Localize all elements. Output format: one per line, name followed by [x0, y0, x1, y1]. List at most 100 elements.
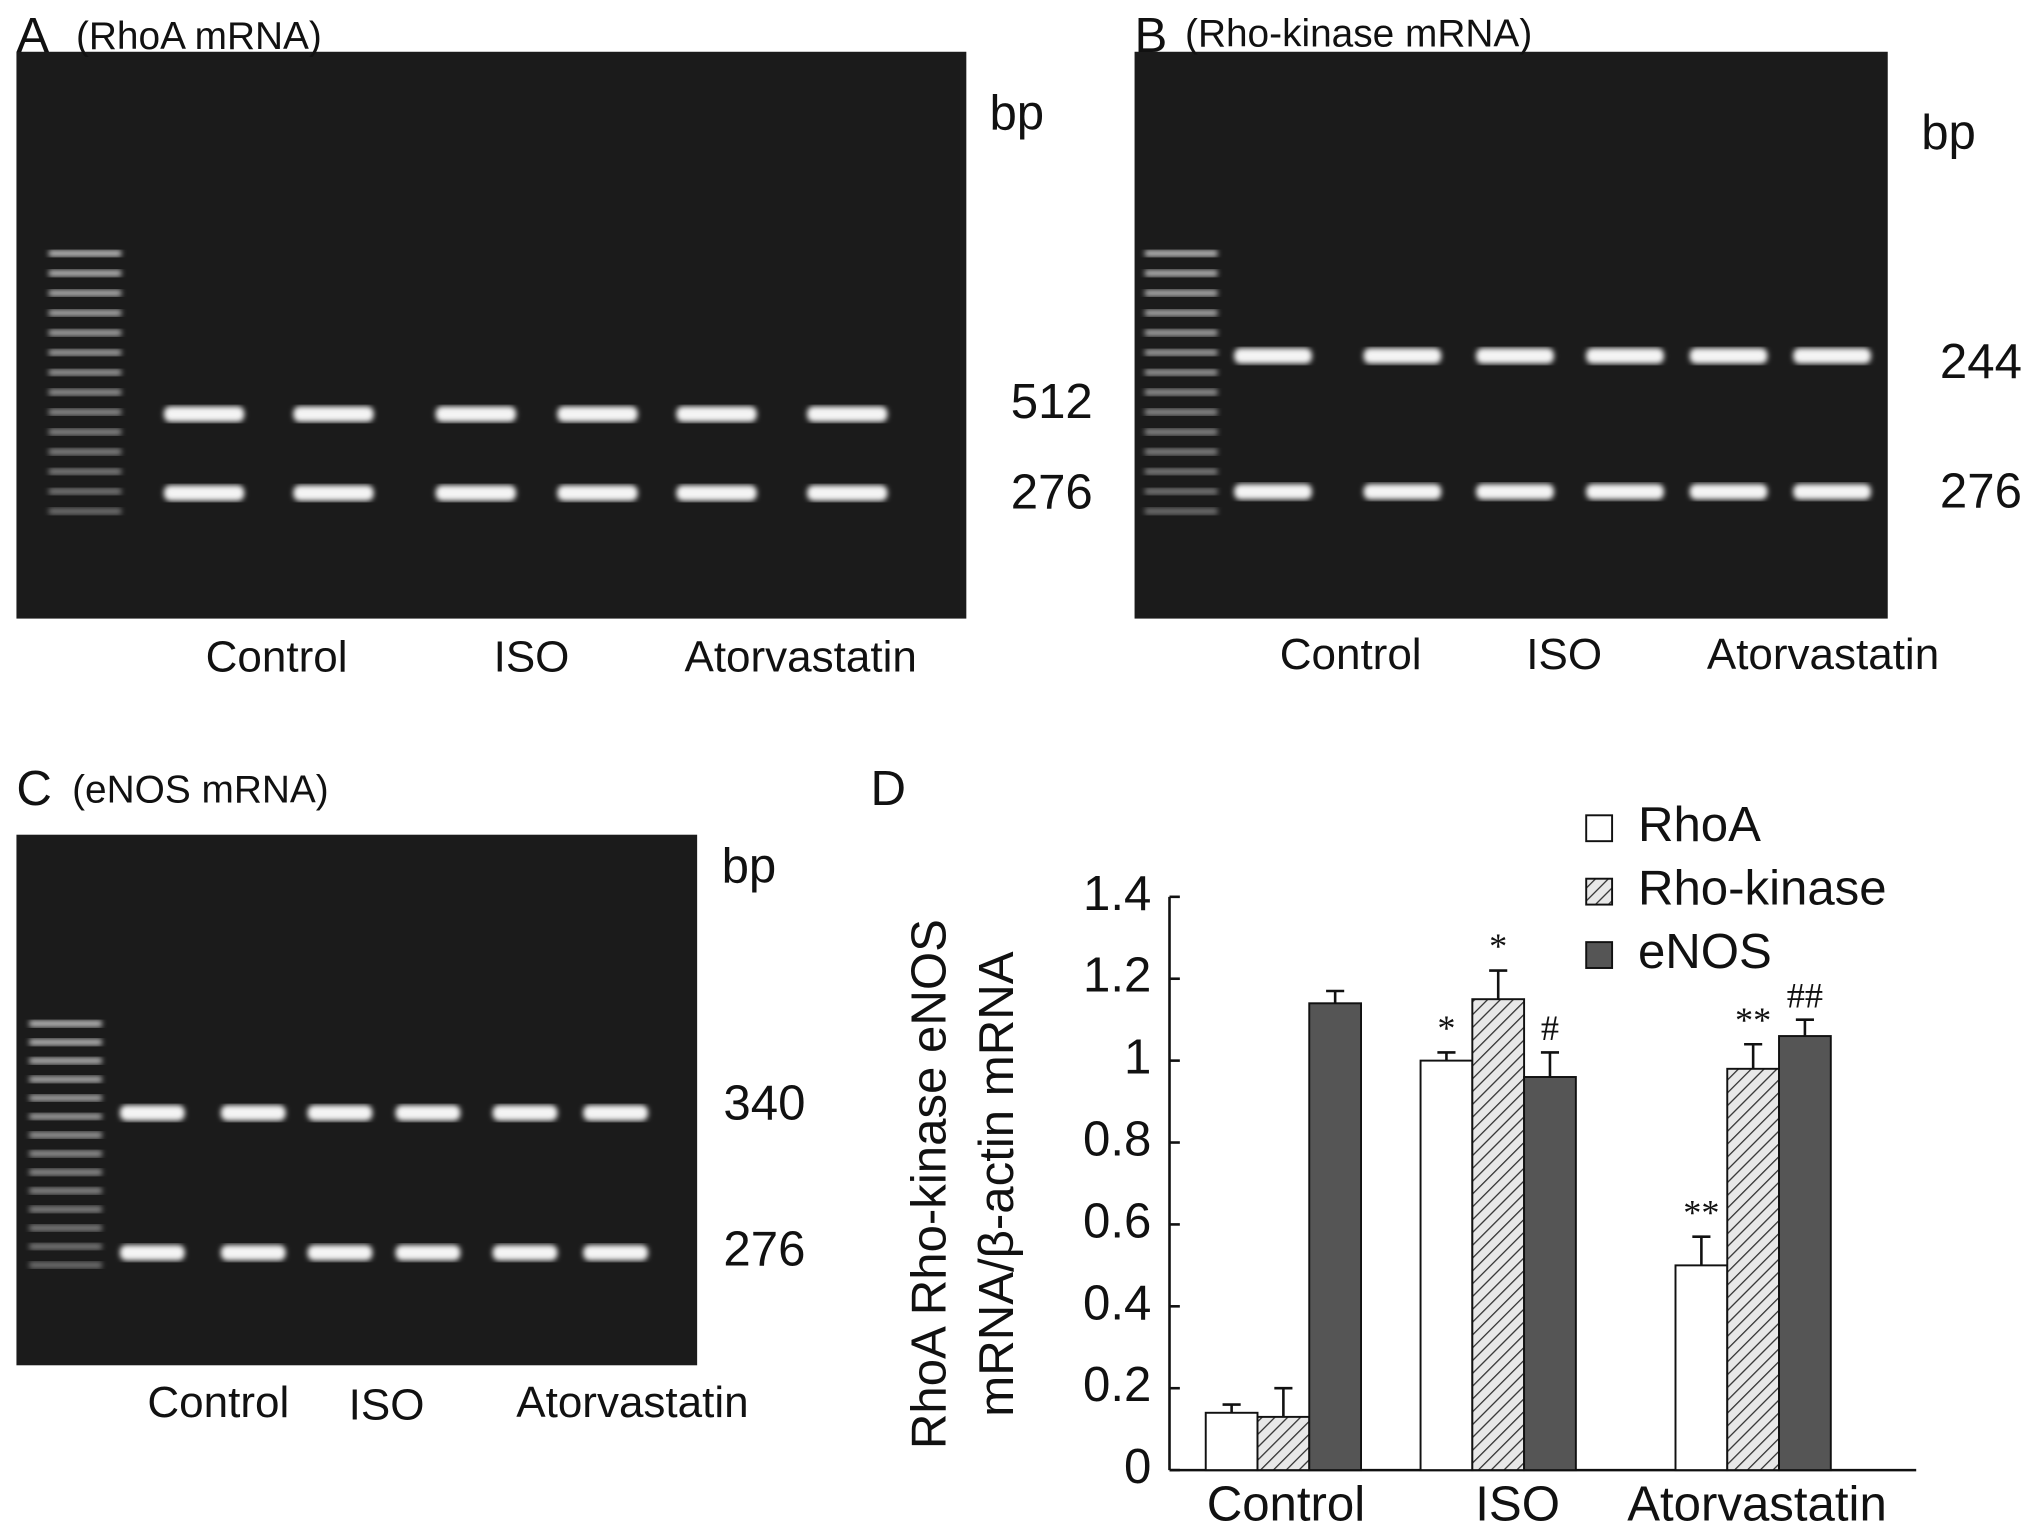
bar — [1256, 1415, 1311, 1472]
y-tick-label: 0.2 — [1083, 1357, 1151, 1412]
gel-band — [492, 1105, 558, 1121]
bar — [1523, 1076, 1577, 1472]
gel-band — [1476, 484, 1554, 500]
ladder-band — [48, 349, 122, 356]
gel-image — [16, 834, 698, 1366]
legend-swatch — [1585, 814, 1614, 843]
marker-label: 276 — [723, 1222, 805, 1277]
bp-unit: bp — [989, 85, 1044, 140]
gel-band — [1363, 348, 1442, 364]
gel-band — [293, 485, 374, 501]
gel-band — [1793, 484, 1871, 500]
marker-label: 244 — [1940, 334, 2022, 389]
gel-band — [1476, 348, 1554, 364]
significance-label: ** — [1683, 1192, 1719, 1232]
bar — [1204, 1411, 1259, 1472]
bp-unit: bp — [722, 839, 777, 894]
panel-title: (eNOS mRNA) — [72, 768, 329, 811]
gel-band — [163, 406, 245, 422]
gel-band — [119, 1105, 185, 1121]
ladder-band — [29, 1094, 102, 1102]
ladder-band — [1144, 289, 1218, 297]
ladder-band — [1144, 250, 1218, 257]
ladder-band — [29, 1206, 102, 1213]
lane-label: Atorvastatin — [1707, 630, 1939, 679]
gel-band — [307, 1244, 373, 1261]
ladder-band — [29, 1150, 102, 1157]
ladder-band — [29, 1057, 102, 1065]
ladder-band — [29, 1020, 102, 1027]
y-tick-label: 0.6 — [1083, 1193, 1151, 1248]
gel-band — [395, 1105, 461, 1121]
gel-band — [583, 1244, 648, 1261]
ladder-band — [48, 428, 122, 436]
gel-band — [807, 406, 888, 422]
ladder-band — [29, 1187, 102, 1195]
marker-label: 512 — [1011, 374, 1093, 429]
gel-band — [220, 1244, 286, 1261]
gel-band — [1586, 348, 1664, 364]
y-axis-title-line: RhoA Rho-kinase eNOS — [902, 919, 957, 1449]
marker-label: 340 — [723, 1075, 805, 1130]
ladder-band — [1144, 448, 1218, 456]
significance-label: ## — [1787, 975, 1823, 1015]
lane-label: Control — [1280, 630, 1422, 679]
y-tick-label: 0.8 — [1083, 1112, 1151, 1167]
marker-label: 276 — [1011, 465, 1093, 520]
ladder-band — [48, 389, 122, 396]
legend-swatch — [1585, 877, 1614, 906]
gel-band — [1689, 348, 1768, 364]
ladder-band — [1144, 349, 1218, 356]
ladder-band — [29, 1261, 102, 1269]
bp-unit: bp — [1921, 105, 1976, 160]
x-tick-label: ISO — [1475, 1477, 1560, 1532]
ladder-band — [29, 1243, 102, 1250]
ladder-band — [1144, 389, 1218, 396]
ladder-band — [48, 408, 122, 416]
gel-band — [307, 1105, 373, 1121]
significance-label: # — [1541, 1008, 1559, 1048]
gel-band — [119, 1244, 185, 1261]
gel-band — [1586, 484, 1664, 500]
ladder-band — [1144, 428, 1218, 436]
marker-label: 276 — [1940, 463, 2022, 518]
panel-letter: D — [871, 761, 907, 816]
lane-label: ISO — [349, 1381, 425, 1430]
y-axis-title: RhoA Rho-kinase eNOS mRNA/β-actin mRNA — [902, 919, 1024, 1449]
lane-label: Atorvastatin — [685, 633, 917, 682]
ladder-band — [29, 1224, 102, 1232]
ladder-band — [1144, 269, 1218, 277]
gel-band — [557, 485, 638, 501]
legend-label: eNOS — [1638, 924, 1772, 979]
legend-label: RhoA — [1638, 797, 1761, 852]
ladder-band — [48, 468, 122, 475]
ladder-band — [48, 369, 122, 376]
ladder-band — [1144, 329, 1218, 336]
ladder-band — [1144, 369, 1218, 376]
gel-band — [583, 1105, 648, 1121]
ladder-band — [29, 1113, 102, 1120]
lane-label: Atorvastatin — [516, 1378, 748, 1427]
gel-band — [220, 1105, 286, 1121]
ladder-band — [48, 289, 122, 297]
legend-label: Rho-kinase — [1638, 861, 1887, 916]
ladder-band — [48, 329, 122, 336]
gel-band — [163, 485, 245, 501]
ladder-band — [48, 488, 122, 495]
y-tick-label: 1.2 — [1083, 948, 1151, 1003]
ladder-band — [1144, 309, 1218, 317]
lane-label: Control — [147, 1378, 289, 1427]
legend-swatch — [1585, 941, 1614, 969]
lane-label: ISO — [1526, 630, 1602, 679]
gel-band — [435, 406, 516, 422]
panel-letter: C — [16, 761, 51, 816]
bar — [1308, 1002, 1362, 1472]
lane-label: ISO — [494, 633, 570, 682]
ladder-band — [1144, 488, 1218, 495]
y-tick-label: 1.4 — [1083, 866, 1151, 921]
bar — [1419, 1059, 1474, 1472]
bar — [1778, 1035, 1832, 1472]
chart-d: D 0 0.2 0.4 0.6 0.8 1 1.2 1.4 RhoA Rho-kinase eNO… — [871, 761, 1917, 1532]
y-tick-label: 0 — [1124, 1439, 1151, 1494]
